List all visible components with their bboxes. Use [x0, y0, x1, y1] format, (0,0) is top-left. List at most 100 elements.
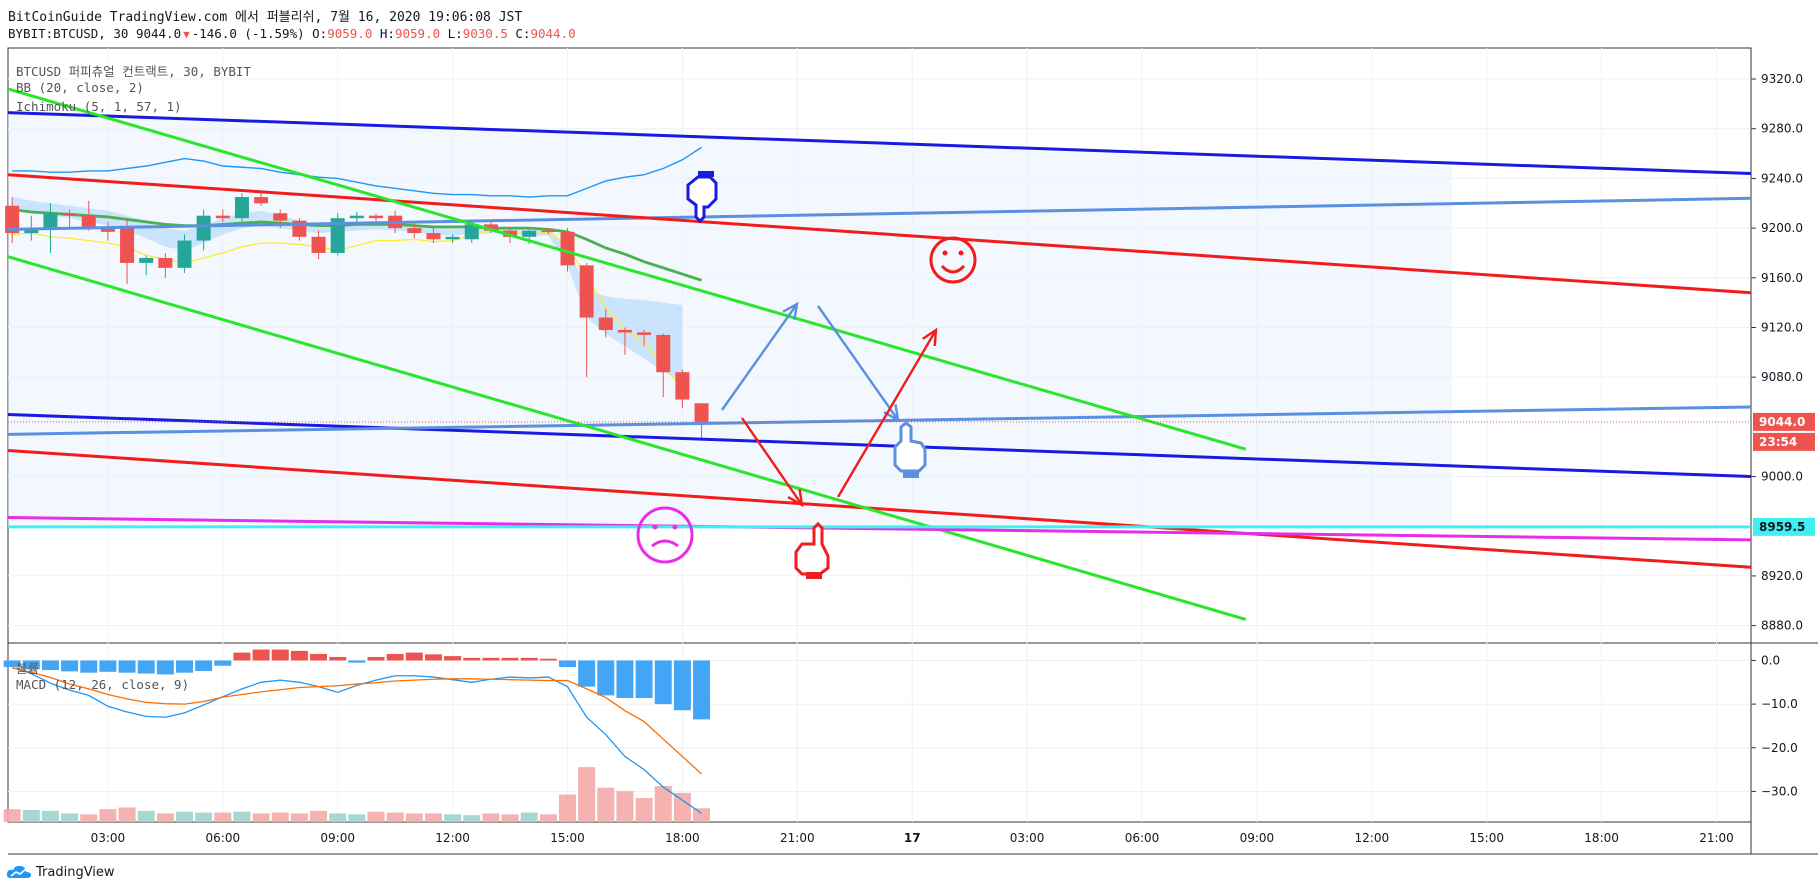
tradingview-logo[interactable]: TradingView — [6, 864, 115, 880]
candle-body — [637, 332, 652, 335]
candle-body — [694, 403, 709, 422]
volume-bar — [693, 808, 711, 822]
macd-histogram-bar — [310, 653, 328, 661]
macd-histogram-bar — [137, 660, 155, 674]
volume-bar — [654, 786, 672, 822]
macd-histogram-bar — [501, 657, 519, 661]
volume-bar — [578, 767, 596, 822]
macd-histogram-bar — [348, 660, 366, 663]
volume-bar — [424, 813, 442, 822]
candle-body — [81, 215, 96, 229]
signal-line — [12, 667, 702, 775]
volume-bar — [463, 815, 481, 822]
macd-histogram-bar — [386, 653, 404, 661]
magenta-level-line — [7, 516, 1752, 542]
bb-legend: BB (20, close, 2) — [16, 80, 144, 95]
bull-arrow-down-head — [883, 404, 900, 423]
pointing-down-hand-red-icon — [794, 521, 830, 579]
candle-body — [24, 228, 39, 234]
volume-bar — [405, 813, 423, 822]
x-tick-label: 21:00 — [780, 831, 815, 845]
cloud-logo-icon — [6, 865, 31, 878]
macd-y-tick-label: 0.0 — [1761, 653, 1780, 667]
macd-histogram-bar — [118, 660, 136, 673]
countdown-price-label: 23:54 — [1759, 435, 1797, 449]
candle-body — [43, 213, 58, 229]
volume-bar — [233, 811, 251, 822]
volume-bar — [444, 814, 462, 822]
annotations — [636, 171, 977, 579]
volume-bar — [482, 813, 500, 822]
ichimoku-legend: Ichimoku (5, 1, 57, 1) — [16, 99, 182, 114]
x-tick-label: 09:00 — [1240, 831, 1275, 845]
candle-body — [656, 334, 671, 373]
candle-body — [62, 213, 77, 216]
bb-upper-band — [12, 146, 702, 198]
macd-histogram-bar — [482, 657, 500, 661]
x-tick-label: 21:00 — [1699, 831, 1734, 845]
volume-bar — [61, 813, 79, 822]
publish-info: BitCoinGuide TradingView.com 에서 퍼블리쉬, 7월… — [8, 10, 523, 25]
volume-bar — [501, 814, 519, 822]
candle-body — [541, 230, 556, 233]
candle-body — [215, 215, 230, 219]
bull-arrow-up — [721, 303, 798, 411]
volume-bar — [520, 812, 538, 822]
blue-lower-channel-line — [7, 412, 1752, 479]
low-value: 9030.5 — [462, 26, 508, 41]
macd-histogram-bar — [367, 656, 385, 661]
candle-body — [234, 197, 249, 219]
volume-bar — [156, 813, 174, 822]
y-tick-label: 9320.0 — [1761, 72, 1803, 86]
candle-body — [330, 218, 345, 253]
x-tick-label: 06:00 — [206, 831, 241, 845]
macd-histogram-bar — [693, 660, 711, 720]
ohlc-header: BYBIT:BTCUSD, 30 9044.0 ▼ -146.0 (-1.59%) … — [8, 26, 576, 41]
volume-bar — [635, 798, 653, 822]
candle-body — [483, 224, 498, 231]
macd-histogram-bar — [673, 660, 691, 711]
candle-body — [617, 329, 632, 333]
bear-arrow-down-head — [787, 489, 804, 508]
macd-histogram-bar — [233, 652, 251, 661]
volume-bar — [252, 813, 270, 822]
macd-histogram-bar — [61, 660, 79, 672]
candle-body — [311, 236, 326, 253]
brand-name: TradingView — [36, 864, 115, 880]
macd-histogram-bar — [424, 654, 442, 661]
macd-histogram-bar — [252, 649, 270, 661]
y-tick-label: 9120.0 — [1761, 320, 1803, 334]
x-tick-label: 15:00 — [550, 831, 585, 845]
x-tick-label: 03:00 — [1010, 831, 1045, 845]
candle-body — [464, 224, 479, 240]
macd-histogram-bar — [463, 657, 481, 661]
macd-histogram-bar — [176, 660, 193, 673]
volume-bar — [118, 807, 136, 822]
macd-histogram-bar — [329, 656, 347, 661]
macd-y-tick-label: −30.0 — [1761, 784, 1798, 798]
candle-body — [273, 213, 288, 221]
candle-body — [369, 215, 383, 219]
candle-body — [349, 215, 364, 219]
level-price-label: 8959.5 — [1759, 520, 1805, 534]
macd-histogram-bar — [616, 660, 634, 699]
x-tick-label: 12:00 — [435, 831, 470, 845]
macd-histogram-bar — [3, 660, 21, 668]
candle-body — [522, 230, 537, 237]
y-tick-label: 9160.0 — [1761, 271, 1803, 285]
candle-body — [254, 197, 269, 204]
candle-body — [407, 228, 422, 234]
countdown-price-label-bg — [1753, 432, 1815, 451]
candle-body — [5, 205, 20, 234]
candle-body — [579, 265, 594, 318]
volume-bar — [80, 814, 98, 822]
macd-histogram-bar — [405, 652, 423, 661]
candle-body — [445, 236, 460, 240]
pointing-down-hand-icon — [686, 171, 718, 224]
price-change: -146.0 (-1.59%) — [191, 26, 305, 41]
high-value: 9059.0 — [394, 26, 441, 41]
candle-body — [598, 317, 613, 330]
open-label: O: — [312, 26, 328, 41]
lightblue-lower-line — [7, 405, 1752, 436]
